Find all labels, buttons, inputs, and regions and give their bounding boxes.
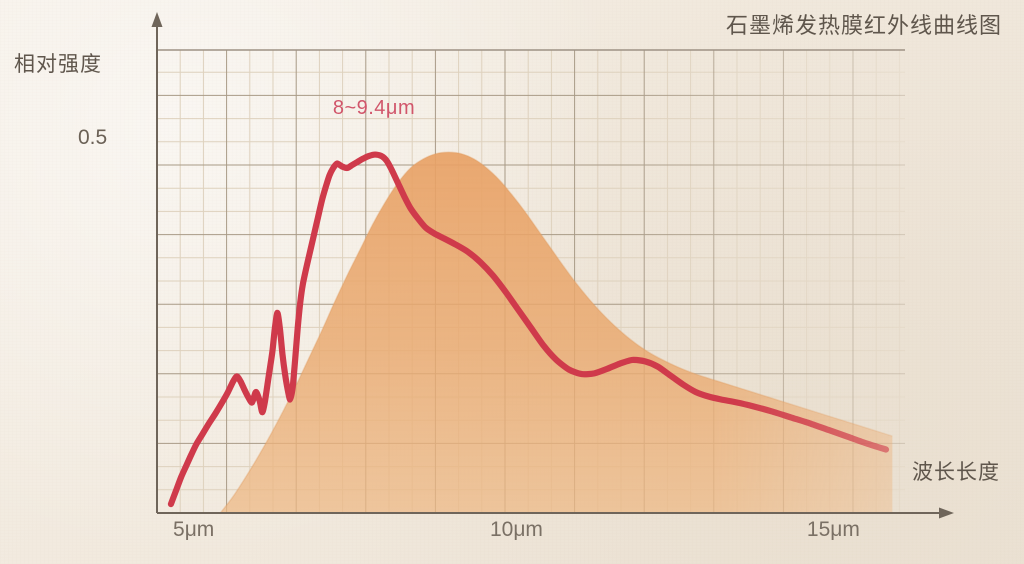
y-axis-title: 相对强度 <box>14 53 102 76</box>
x-axis-title: 波长长度 <box>912 461 1000 484</box>
chart-title: 石墨烯发热膜红外线曲线图 <box>725 13 1002 38</box>
graphene-ir-curve <box>167 151 890 508</box>
y-axis-arrow-icon <box>151 12 163 27</box>
y-axis-tick-label-0: 0.5 <box>78 125 108 149</box>
blackbody-area-outline <box>219 151 893 514</box>
blackbody-area-series <box>220 152 893 513</box>
x-axis-arrow-icon <box>939 507 954 519</box>
peak-band-annotation: 8~9.4μm <box>332 96 416 119</box>
axes <box>151 12 954 519</box>
x-axis-tick-label-2: 15μm <box>806 518 860 541</box>
x-axis-tick-label-0: 5μm <box>173 518 215 541</box>
x-axis-tick-label-1: 10μm <box>489 518 543 541</box>
